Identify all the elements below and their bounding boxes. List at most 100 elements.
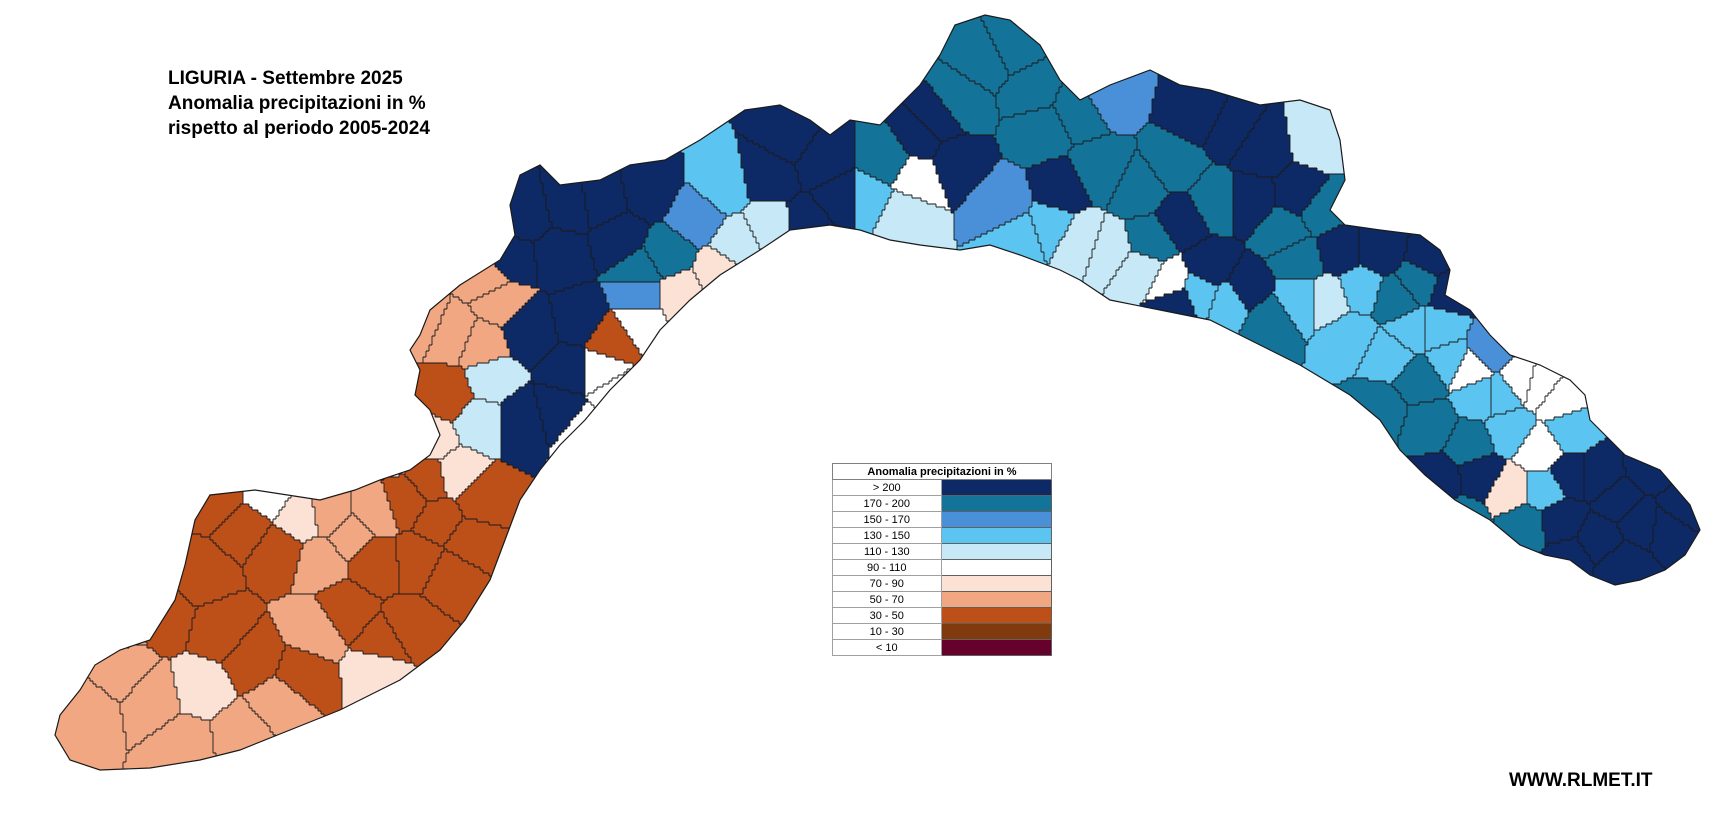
municipality-area: [1620, 276, 1700, 498]
municipality-area: [55, 159, 243, 537]
municipality-area: [210, 504, 273, 567]
municipality-area: [453, 399, 501, 459]
municipality-area: [267, 594, 348, 663]
municipality-area: [1134, 123, 1212, 192]
municipality-area: [1068, 132, 1137, 210]
municipality-area: [1617, 495, 1659, 552]
municipality-area: [1485, 408, 1536, 459]
title-line-3: rispetto al periodo 2005-2024: [168, 118, 430, 139]
legend-swatch: [940, 479, 1053, 496]
legend-row: 170 - 200: [832, 495, 1053, 512]
municipality-area: [1425, 306, 1473, 351]
legend-row: < 10: [832, 639, 1053, 656]
municipality-area: [423, 294, 477, 366]
municipality-area: [1263, 237, 1323, 279]
municipality-area: [990, 378, 1407, 770]
legend-swatch: [940, 607, 1053, 624]
municipality-area: [1449, 348, 1494, 393]
municipality-area: [55, 636, 129, 770]
legend-swatch: [940, 511, 1053, 528]
municipality-area: [55, 429, 147, 654]
municipality-area: [468, 282, 540, 327]
municipality-area: [810, 168, 855, 246]
municipality-area: [55, 15, 450, 381]
municipality-area: [315, 579, 384, 645]
legend-swatch: [940, 527, 1053, 544]
legend-label: 50 - 70: [832, 591, 942, 608]
municipality-area: [1107, 150, 1170, 219]
legend-row: 90 - 110: [832, 559, 1053, 576]
municipality-area: [348, 612, 411, 663]
legend-label: 90 - 110: [832, 559, 942, 576]
legend-swatch: [940, 639, 1053, 656]
municipality-area: [1512, 420, 1563, 471]
municipality-area: [531, 342, 585, 396]
municipality-area: [120, 657, 180, 750]
municipality-area: [348, 537, 399, 600]
legend-swatch: [940, 559, 1053, 576]
municipality-area: [276, 645, 345, 729]
municipality-area: [1188, 162, 1233, 237]
municipality-area: [1272, 162, 1329, 216]
municipality-area: [381, 474, 426, 534]
legend-label: 30 - 50: [832, 607, 942, 624]
municipality-area: [1380, 306, 1425, 354]
municipality-area: [1353, 327, 1416, 384]
municipality-area: [321, 147, 510, 303]
municipality-area: [1245, 207, 1311, 258]
municipality-area: [459, 318, 510, 369]
municipality-area: [1446, 378, 1491, 423]
municipality-area: [339, 648, 615, 770]
municipality-area: [1425, 339, 1467, 390]
municipality-area: [954, 159, 1032, 246]
municipality-area: [396, 531, 444, 594]
municipality-area: [1185, 273, 1218, 330]
legend-label: 110 - 130: [832, 543, 942, 560]
municipality-area: [1584, 429, 1626, 504]
legend-label: < 10: [832, 639, 942, 656]
municipality-area: [1281, 450, 1461, 585]
municipality-area: [1371, 273, 1419, 324]
municipality-area: [597, 246, 663, 282]
municipality-area: [735, 132, 801, 201]
legend: Anomalia precipitazioni in % > 200 170 - …: [832, 463, 1053, 656]
legend-swatch: [940, 543, 1053, 560]
municipality-area: [291, 537, 348, 594]
municipality-area: [1491, 372, 1524, 417]
municipality-area: [438, 444, 495, 501]
municipality-area: [1233, 171, 1275, 243]
municipality-area: [1395, 261, 1437, 306]
municipality-area: [933, 132, 1002, 213]
legend-swatch: [940, 591, 1053, 608]
municipality-area: [1029, 201, 1074, 264]
title-line-2: Anomalia precipitazioni in %: [168, 93, 426, 114]
municipality-area: [1590, 477, 1644, 522]
municipality-area: [501, 291, 558, 372]
legend-row: 130 - 150: [832, 527, 1053, 544]
municipality-area: [1443, 417, 1494, 465]
municipality-area: [1650, 507, 1700, 651]
legend-row: 70 - 90: [832, 575, 1053, 592]
legend-label: 150 - 170: [832, 511, 942, 528]
municipality-area: [1527, 468, 1566, 510]
legend-swatch: [940, 623, 1053, 640]
legend-row: > 200: [832, 479, 1053, 496]
legend-label: > 200: [832, 479, 942, 496]
municipality-area: [456, 459, 879, 770]
municipality-area: [1524, 114, 1700, 414]
municipality-area: [1467, 222, 1617, 372]
legend-row: 150 - 170: [832, 511, 1053, 528]
municipality-area: [1143, 252, 1188, 303]
map-title: LIGURIA - Settembre 2025 Anomalia precip…: [168, 66, 430, 141]
municipality-area: [588, 210, 651, 276]
legend-row: 110 - 130: [832, 543, 1053, 560]
watermark: WWW.RLMET.IT: [1509, 770, 1653, 791]
municipality-area: [411, 498, 462, 546]
municipality-area: [1182, 234, 1245, 285]
municipality-area: [1272, 279, 1314, 342]
municipality-area: [1125, 213, 1179, 261]
legend-label: 130 - 150: [832, 527, 942, 544]
municipality-area: [1041, 495, 1494, 770]
municipality-area: [405, 459, 447, 501]
